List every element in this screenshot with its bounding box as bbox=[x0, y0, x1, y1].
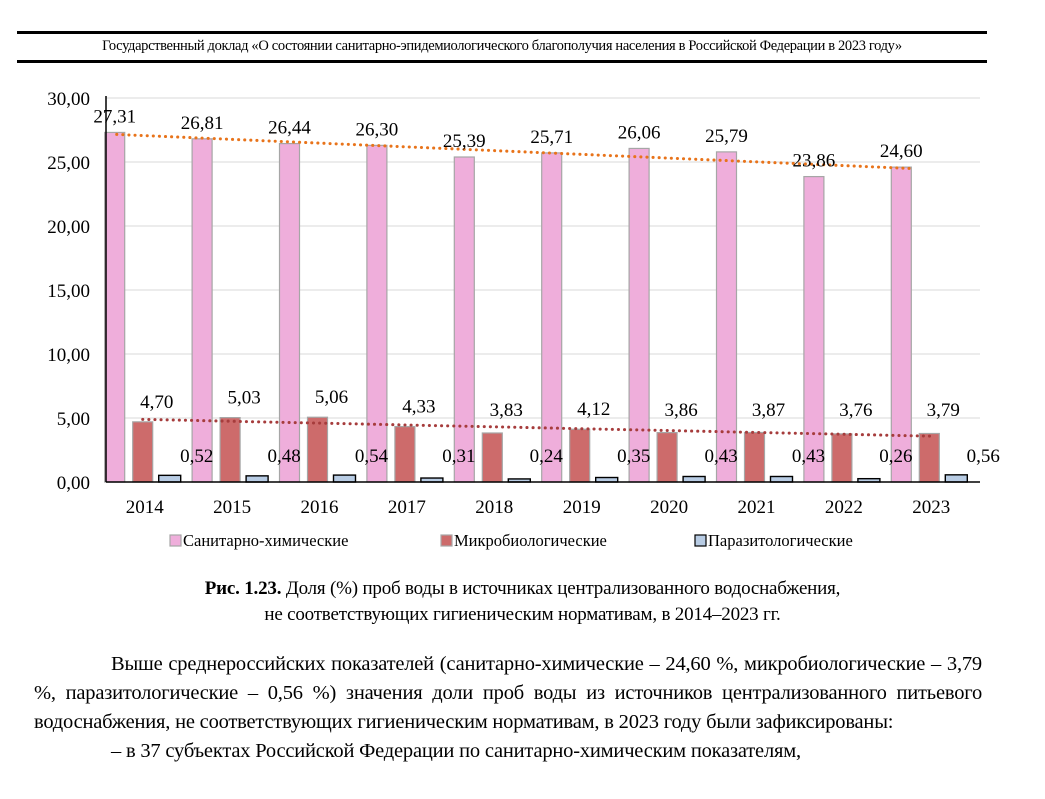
bar-sanitary-chemical-2019 bbox=[541, 152, 563, 483]
bar-sanitary-chemical-2018 bbox=[453, 156, 475, 483]
y-tick-label: 30,00 bbox=[47, 89, 90, 110]
data-labels: 27,31 26,81 26,44 26,30 25,39 25,71 26,06 25,79… bbox=[93, 106, 1000, 467]
data-label: 5,06 bbox=[315, 387, 348, 408]
x-tick-label: 2020 bbox=[650, 497, 688, 518]
x-tick-label: 2018 bbox=[475, 497, 513, 518]
x-tick-label: 2014 bbox=[126, 497, 165, 518]
data-label: 0,52 bbox=[180, 446, 213, 467]
data-label: 26,81 bbox=[181, 113, 224, 134]
data-label: 26,30 bbox=[356, 119, 399, 140]
data-label: 3,86 bbox=[664, 400, 697, 421]
y-tick-label: 20,00 bbox=[47, 217, 90, 238]
data-label: 3,83 bbox=[490, 400, 523, 421]
bar-sanitary-chemical-2014 bbox=[104, 131, 126, 483]
bar-parasitological-2016 bbox=[332, 474, 357, 483]
data-label: 24,60 bbox=[880, 141, 923, 162]
x-tick-label: 2019 bbox=[563, 497, 601, 518]
y-tick-label: 0,00 bbox=[57, 473, 90, 494]
body-bullet: – в 37 субъектах Российской Федерации по… bbox=[111, 740, 801, 762]
figure-caption: Рис. 1.23. Доля (%) проб воды в источник… bbox=[0, 576, 1045, 628]
legend-label: Паразитологические bbox=[708, 531, 853, 550]
legend-label: Санитарно-химические bbox=[183, 531, 348, 550]
data-label: 3,79 bbox=[927, 400, 960, 421]
data-label: 0,56 bbox=[967, 446, 1000, 467]
data-label: 3,76 bbox=[839, 400, 872, 421]
bar-microbiological-2023 bbox=[918, 432, 940, 483]
data-label: 5,03 bbox=[227, 388, 260, 409]
data-label: 0,24 bbox=[530, 446, 564, 467]
data-label: 0,48 bbox=[267, 446, 300, 467]
x-tick-label: 2023 bbox=[912, 497, 950, 518]
trendlines bbox=[115, 132, 937, 438]
y-tick-label: 5,00 bbox=[57, 409, 90, 430]
body-paragraph: Выше среднероссийских показателей (санит… bbox=[34, 653, 982, 733]
x-tick-label: 2015 bbox=[213, 497, 251, 518]
y-tick-label: 10,00 bbox=[47, 345, 90, 366]
data-label: 0,35 bbox=[617, 446, 650, 467]
bar-parasitological-2020 bbox=[682, 475, 706, 483]
bar-microbiological-2015 bbox=[219, 417, 241, 483]
y-axis-ticks: 0,00 5,00 10,00 15,00 20,00 25,00 30,00 bbox=[47, 89, 90, 494]
legend-label: Микробиологические bbox=[454, 531, 607, 550]
bar-microbiological-2021 bbox=[743, 431, 766, 483]
data-label: 25,39 bbox=[443, 131, 486, 152]
data-label: 0,54 bbox=[355, 446, 389, 467]
document-header: Государственный доклад «О состоянии сани… bbox=[102, 38, 902, 54]
data-label: 25,71 bbox=[530, 127, 573, 148]
bar-sanitary-chemical-2017 bbox=[366, 144, 388, 483]
header-rule-top bbox=[17, 31, 987, 34]
data-label: 4,33 bbox=[402, 397, 435, 418]
legend-swatch-icon bbox=[169, 534, 182, 547]
legend: Санитарно-химические Микробиологические Па… bbox=[169, 531, 853, 550]
trendline-sanitary-chemical bbox=[115, 132, 911, 170]
data-label: 27,31 bbox=[93, 106, 136, 127]
data-label: 4,12 bbox=[577, 399, 610, 420]
data-label: 25,79 bbox=[705, 126, 748, 147]
y-tick-label: 25,00 bbox=[47, 153, 90, 174]
bar-microbiological-2019 bbox=[569, 428, 591, 483]
data-label: 4,70 bbox=[140, 392, 173, 413]
data-label: 3,87 bbox=[752, 400, 785, 421]
y-tick-label: 15,00 bbox=[47, 281, 90, 302]
bar-parasitological-2014 bbox=[157, 474, 182, 483]
data-label: 23,86 bbox=[793, 151, 836, 172]
bar-microbiological-2016 bbox=[306, 416, 329, 483]
x-tick-label: 2017 bbox=[388, 497, 426, 518]
bar-parasitological-2021 bbox=[769, 475, 794, 483]
data-label: 26,44 bbox=[268, 118, 311, 139]
bar-parasitological-2015 bbox=[245, 475, 269, 483]
caption-line-1: Доля (%) проб воды в источниках централи… bbox=[285, 578, 841, 599]
header-rule-bottom bbox=[17, 60, 987, 63]
x-tick-label: 2016 bbox=[301, 497, 339, 518]
x-tick-label: 2022 bbox=[825, 497, 863, 518]
bar-sanitary-chemical-2015 bbox=[191, 138, 213, 483]
data-label: 0,43 bbox=[792, 446, 825, 467]
x-axis-ticks: 2014 2015 2016 2017 2018 2019 2020 2021 2022 2023 bbox=[126, 497, 951, 518]
caption-line-2: не соответствующих гигиеническим нормати… bbox=[264, 604, 781, 625]
data-label: 0,43 bbox=[704, 446, 737, 467]
bar-sanitary-chemical-2020 bbox=[628, 147, 650, 483]
body-text: Выше среднероссийских показателей (санит… bbox=[34, 650, 982, 766]
bar-sanitary-chemical-2016 bbox=[278, 142, 301, 483]
bar-microbiological-2022 bbox=[831, 433, 853, 483]
legend-swatch-icon bbox=[694, 534, 707, 547]
data-label: 0,26 bbox=[879, 446, 912, 467]
bar-parasitological-2023 bbox=[944, 474, 968, 483]
axes bbox=[105, 96, 980, 483]
bar-microbiological-2014 bbox=[132, 421, 154, 483]
trendline-microbiological bbox=[141, 417, 937, 438]
bar-microbiological-2018 bbox=[481, 432, 503, 483]
data-label: 26,06 bbox=[618, 122, 661, 143]
bar-microbiological-2017 bbox=[394, 425, 416, 483]
data-label: 0,31 bbox=[442, 446, 475, 467]
legend-swatch-icon bbox=[440, 534, 453, 547]
bars bbox=[104, 131, 968, 483]
bar-microbiological-2020 bbox=[656, 431, 678, 483]
x-tick-label: 2021 bbox=[738, 497, 776, 518]
bar-sanitary-chemical-2022 bbox=[803, 175, 825, 483]
caption-label: Рис. 1.23. bbox=[204, 578, 282, 599]
